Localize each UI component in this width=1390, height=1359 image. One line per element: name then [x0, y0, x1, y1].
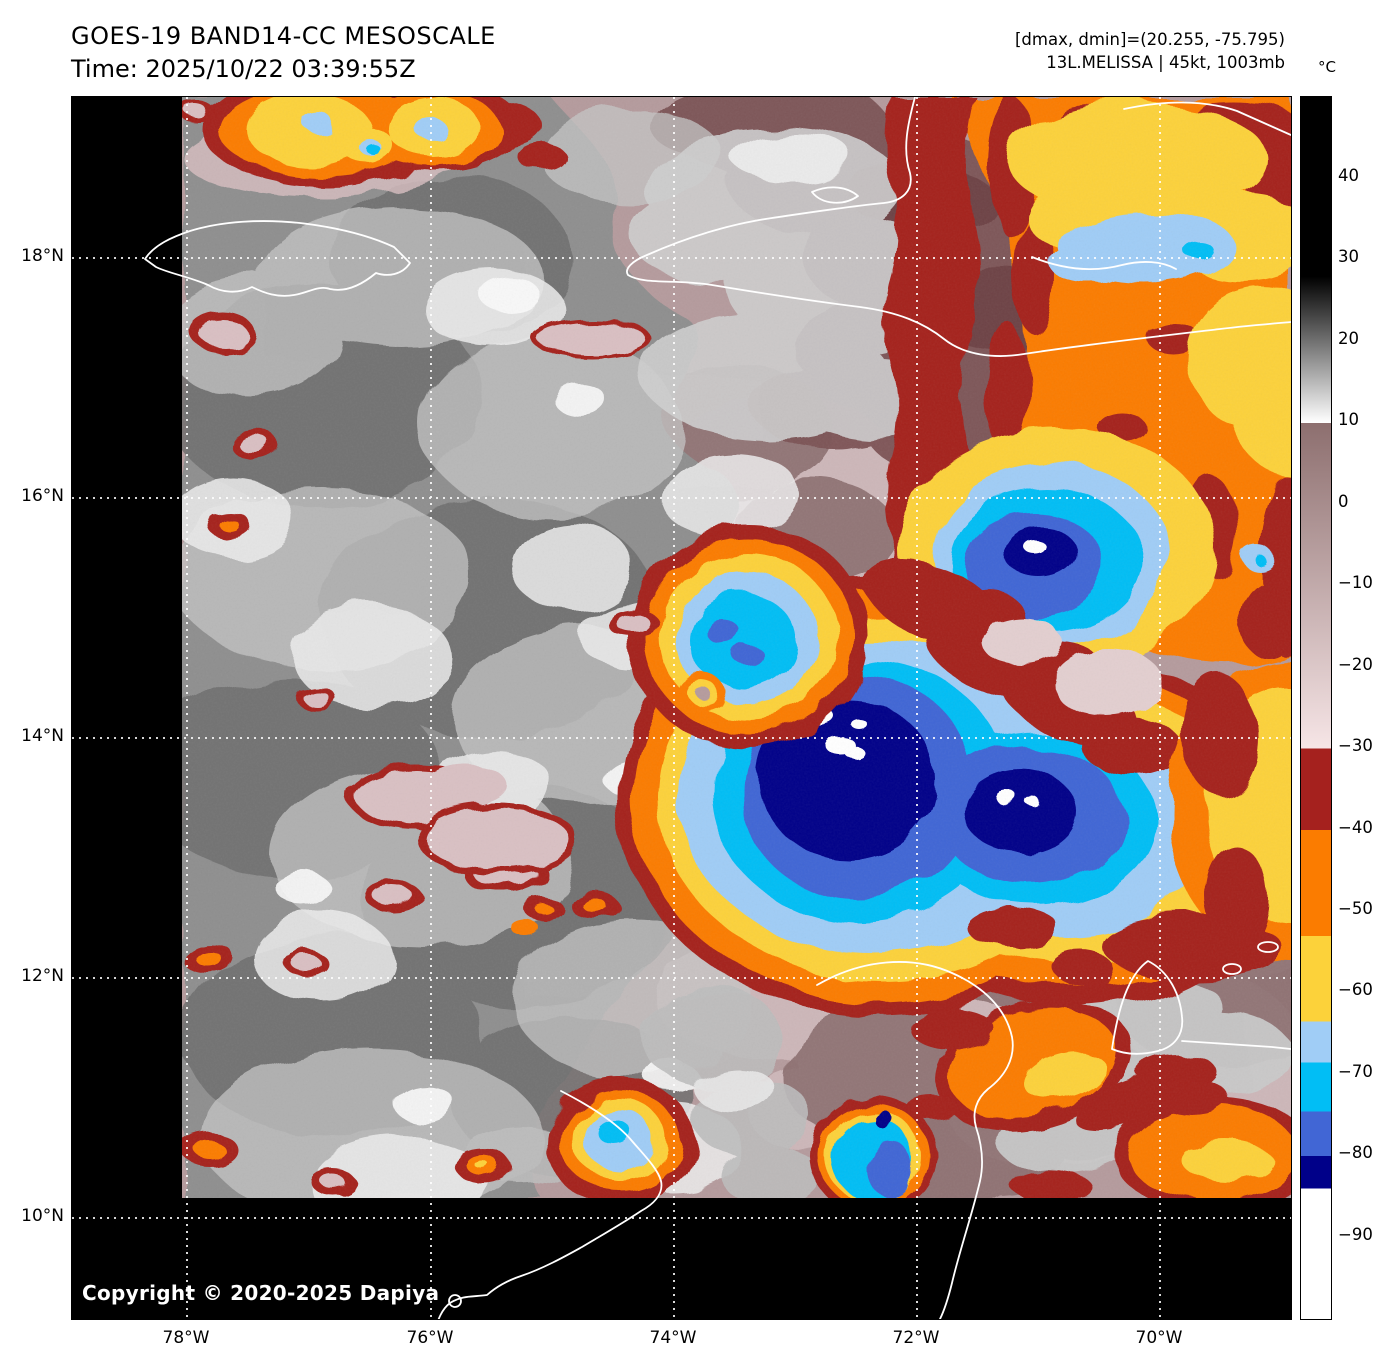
satellite-map: Copyright © 2020-2025 Dapiya [71, 96, 1292, 1320]
coastline-hispaniola-north [1123, 101, 1291, 136]
lat-axis-label: 12°N [21, 966, 64, 986]
colorbar-tick-label: −60 [1338, 980, 1373, 999]
colorbar-tick-label: −90 [1338, 1225, 1373, 1244]
lat-axis-label: 10°N [21, 1206, 64, 1226]
coastline-island-curacao [1257, 941, 1279, 953]
coastline-venezuela [816, 961, 1014, 1319]
colorbar-tick-label: −50 [1338, 899, 1373, 918]
colorbar-tick-label: 10 [1338, 410, 1359, 429]
colorbar-unit-label: °C [1318, 58, 1336, 76]
ir-image [182, 97, 1291, 1198]
coastline-hispaniola [626, 97, 1291, 357]
coastline-island-aruba [1222, 963, 1242, 975]
lon-axis-label: 74°W [649, 1328, 697, 1348]
lat-axis-label: 18°N [21, 246, 64, 266]
lat-axis-label: 14°N [21, 726, 64, 746]
colorbar-tick-label: −10 [1338, 573, 1373, 592]
coastline-guajira [1111, 960, 1184, 1055]
data-range-annotation: [dmax, dmin]=(20.255, -75.795) [1015, 30, 1285, 49]
lon-axis-label: 78°W [162, 1328, 210, 1348]
lat-axis-label: 16°N [21, 486, 64, 506]
coastline-hispaniola-south [1031, 256, 1177, 270]
coastline-jamaica [144, 220, 411, 297]
storm-annotation: 13L.MELISSA | 45kt, 1003mb [1046, 53, 1285, 72]
colorbar-tick-label: −30 [1338, 736, 1373, 755]
colorbar-gradient [1301, 97, 1331, 1319]
coastline-venezuela-east [1181, 1040, 1291, 1050]
title-block: GOES-19 BAND14-CC MESOSCALE Time: 2025/1… [71, 20, 496, 86]
colorbar-tick-label: 0 [1338, 492, 1349, 511]
colorbar-tick-label: −20 [1338, 655, 1373, 674]
colorbar-tick-label: −80 [1338, 1143, 1373, 1162]
colorbar-tick-label: 30 [1338, 247, 1359, 266]
gridlines [72, 97, 1291, 1319]
page-title: GOES-19 BAND14-CC MESOSCALE [71, 22, 496, 50]
coastline-colombia [437, 1090, 663, 1319]
coastline-gonave-island [811, 186, 859, 204]
colorbar-tick-label: −40 [1338, 818, 1373, 837]
colorbar-tick-label: 40 [1338, 166, 1359, 185]
copyright: Copyright © 2020-2025 Dapiya [82, 1281, 440, 1305]
lon-axis-label: 72°W [892, 1328, 940, 1348]
lon-axis-label: 76°W [406, 1328, 454, 1348]
annotation-block: [dmax, dmin]=(20.255, -75.795) 13L.MELIS… [860, 28, 1285, 74]
colorbar-tick-label: −70 [1338, 1062, 1373, 1081]
coastlines [144, 97, 1291, 1319]
coastline-colombia-detail [448, 1294, 462, 1308]
satellite-imagery [72, 97, 1291, 1319]
temperature-colorbar [1300, 96, 1332, 1320]
lon-axis-label: 70°W [1135, 1328, 1183, 1348]
colorbar-tick-label: 20 [1338, 329, 1359, 348]
timestamp: Time: 2025/10/22 03:39:55Z [71, 55, 416, 83]
